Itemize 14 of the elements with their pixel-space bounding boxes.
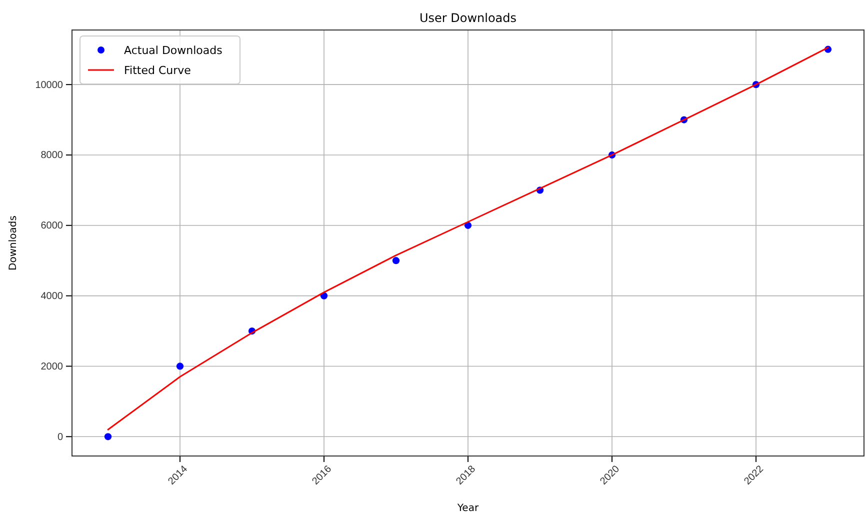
y-tick-label: 0 bbox=[57, 432, 64, 443]
y-tick-label: 2000 bbox=[40, 361, 64, 372]
point bbox=[392, 257, 400, 264]
point bbox=[104, 433, 112, 440]
x-axis-title: Year bbox=[456, 503, 480, 514]
chart-title: User Downloads bbox=[419, 11, 517, 25]
y-tick-label: 8000 bbox=[40, 150, 64, 162]
y-tick-label: 10000 bbox=[35, 80, 64, 91]
legend-label: Fitted Curve bbox=[124, 64, 192, 77]
legend-label: Actual Downloads bbox=[124, 44, 223, 57]
y-tick-label: 4000 bbox=[40, 291, 64, 302]
y-tick-label: 6000 bbox=[40, 220, 64, 232]
point bbox=[176, 362, 184, 370]
y-axis-title: Downloads bbox=[8, 216, 19, 270]
